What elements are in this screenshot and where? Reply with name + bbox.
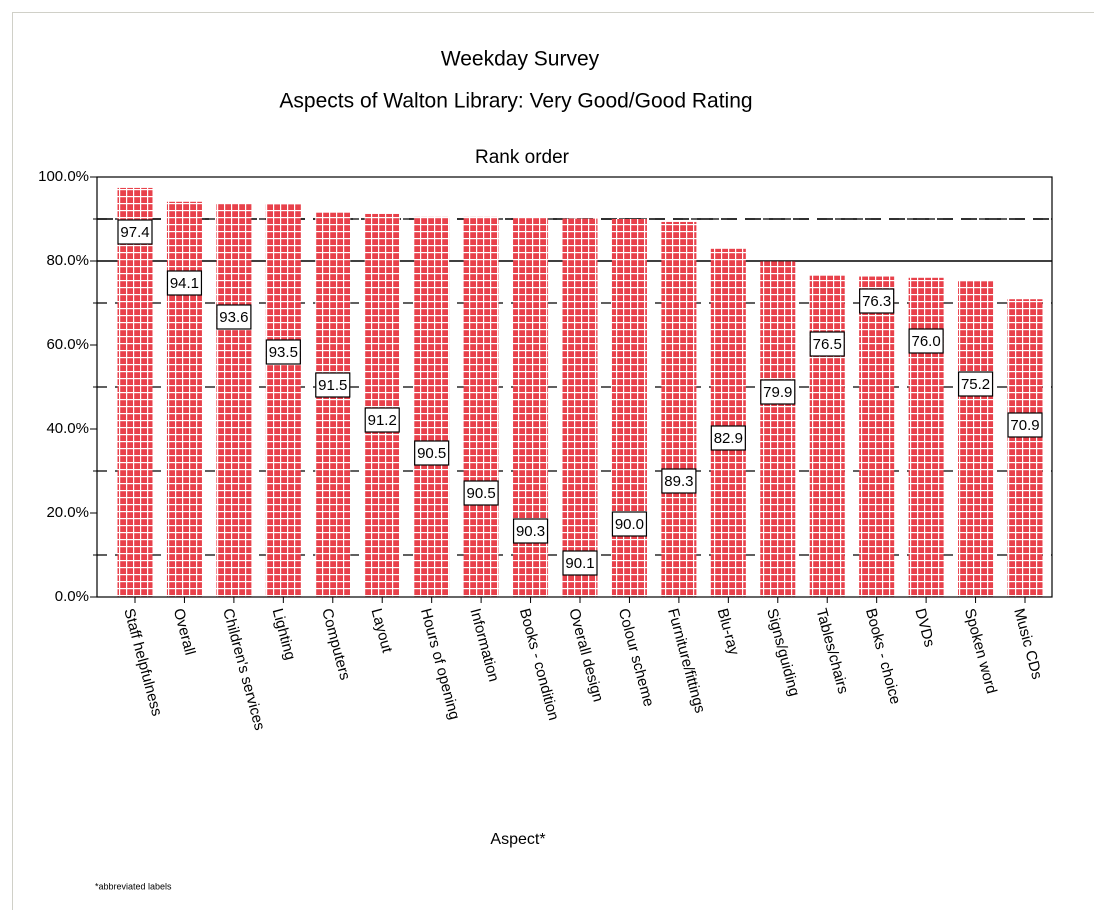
plot-frame [96,176,1053,598]
chart-subtitle: Aspects of Walton Library: Very Good/Goo… [279,90,752,113]
x-axis-label: Aspect* [490,831,545,848]
data-label-box [414,440,450,466]
bar [908,277,944,597]
data-label: 76.5 [813,336,842,353]
y-tick-label: 80.0% [46,252,89,269]
data-label-box [216,304,252,330]
data-label-box [760,379,796,405]
bar [809,275,845,597]
data-label-box [1007,412,1043,438]
data-label-box [611,511,648,537]
data-label: 79.9 [763,384,792,401]
data-label-box [562,550,598,576]
bar [117,187,153,598]
chart-caption: Rank order [475,147,570,168]
data-label: 91.2 [368,412,397,429]
data-label-box [661,468,697,494]
data-label: 76.0 [912,333,941,350]
bar [958,281,994,597]
y-tick-label: 100.0% [38,168,89,185]
data-label: 90.5 [467,485,496,502]
data-label: 90.3 [516,523,545,540]
bar [364,213,400,597]
data-label-box [463,480,499,506]
data-label: 70.9 [1010,417,1039,434]
data-label-box [166,270,203,296]
bar [315,212,351,597]
data-label: 94.1 [170,275,199,292]
data-label: 75.2 [961,376,990,393]
bar [216,203,252,597]
data-label: 76.3 [862,293,891,310]
bar [562,218,598,597]
y-tick-label: 40.0% [46,420,89,437]
bar [1007,299,1043,597]
bar [710,248,746,597]
data-label-box [364,407,400,433]
data-label-box [710,425,746,451]
bar [166,201,202,597]
data-label-box [265,339,301,365]
data-label: 93.5 [269,344,298,361]
chart-title: Weekday Survey [441,48,600,71]
data-label: 90.0 [615,516,644,533]
data-label-box [117,219,153,245]
bar [414,216,450,597]
data-label: 97.4 [120,224,149,241]
bar [611,219,647,597]
bar [661,221,697,597]
data-label: 90.5 [417,445,446,462]
bar [859,276,895,597]
bar [760,261,796,597]
data-label-box [512,518,549,544]
data-label: 89.3 [664,473,693,490]
bar [463,216,499,597]
data-label-box [315,372,351,398]
data-label: 82.9 [714,430,743,447]
y-tick-label: 20.0% [46,504,89,521]
y-tick-label: 0.0% [55,588,89,605]
bar [265,204,301,598]
data-label: 91.5 [318,377,347,394]
data-label: 90.1 [565,555,594,572]
data-label-box [908,328,944,354]
data-label-box [957,371,994,397]
data-label: 93.6 [219,309,248,326]
y-tick-label: 60.0% [46,336,89,353]
data-label-box [859,288,895,314]
data-label-box [809,331,845,357]
footnote: *abbreviated labels [95,881,172,891]
